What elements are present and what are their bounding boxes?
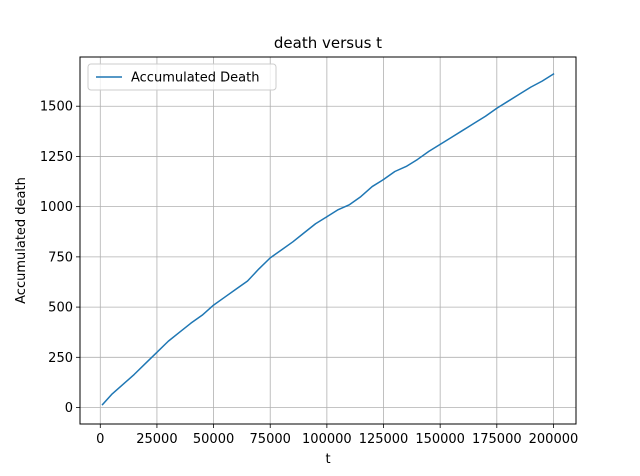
y-tick-label: 1000: [40, 200, 73, 215]
legend-box: [87, 63, 277, 91]
y-tick-label: 250: [48, 351, 73, 366]
x-tick-label: 100000: [302, 432, 352, 447]
axes-frame: [79, 56, 577, 425]
grid-lines: [80, 57, 576, 424]
legend-label-accumulated-death: Accumulated Death: [131, 71, 259, 86]
x-axis: 0 25000 50000 75000 100000 125000 150000 175000…: [96, 424, 578, 447]
x-tick-label: 75000: [250, 432, 291, 447]
legend: Accumulated Death: [87, 63, 277, 91]
y-axis: 0 250 500 750 1000 1250 1500: [40, 100, 80, 416]
y-tick-label: 500: [48, 301, 73, 316]
y-axis-title: Accumulated death: [14, 177, 29, 304]
y-tick-label: 1500: [40, 100, 73, 115]
x-tick-label: 125000: [359, 432, 409, 447]
chart-title: death versus t: [274, 34, 382, 52]
y-tick-label: 1250: [40, 150, 73, 165]
x-tick-label: 200000: [529, 432, 579, 447]
x-tick-label: 50000: [193, 432, 234, 447]
y-tick-label: 750: [48, 250, 73, 265]
x-axis-title: t: [325, 452, 330, 467]
x-tick-label: 150000: [415, 432, 465, 447]
series-line-accumulated-death: [101, 73, 555, 406]
x-tick-label: 175000: [472, 432, 522, 447]
y-tick-label: 0: [65, 401, 73, 416]
x-tick-label: 25000: [136, 432, 177, 447]
x-tick-label: 0: [96, 432, 104, 447]
series-layer: [101, 73, 555, 406]
